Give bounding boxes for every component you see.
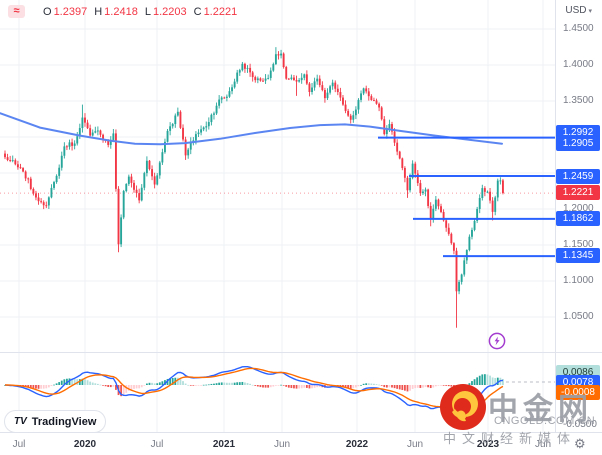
price-label-pill: 1.1345	[556, 247, 600, 263]
time-axis-tick: 2022	[345, 439, 369, 450]
time-axis-tick: 2020	[73, 439, 97, 450]
time-axis-tick: 2021	[212, 439, 236, 450]
price-axis-tick: 1.1500	[563, 239, 594, 250]
price-label-pill: 1.2459	[556, 168, 600, 184]
open-value: 1.2397	[53, 5, 88, 18]
close-value: 1.2221	[203, 5, 238, 18]
close-label: C	[193, 5, 202, 18]
chevron-down-icon: ▾	[588, 8, 592, 15]
low-value: 1.2203	[152, 5, 187, 18]
flash-events-button[interactable]	[488, 332, 506, 350]
time-axis-tick: 2023	[476, 439, 500, 450]
macd-axis-tick: -0.0500	[563, 419, 597, 430]
low-label: L	[144, 5, 151, 18]
ohlc-legend: ≈ O 1.2397 H 1.2418 L 1.2203 C 1.2221	[8, 5, 244, 18]
price-axis-tick: 1.2000	[563, 203, 594, 214]
open-label: O	[43, 5, 52, 18]
lightning-icon	[488, 332, 506, 350]
price-label-pill: 1.2221	[556, 184, 600, 200]
time-axis-tick: Jun	[534, 439, 552, 450]
high-value: 1.2418	[104, 5, 138, 18]
time-axis-tick: Jul	[150, 439, 164, 450]
symbol-logo-icon[interactable]: ≈	[8, 5, 25, 18]
price-axis-tick: 1.4500	[563, 23, 594, 34]
currency-unit-dropdown[interactable]: USD ▾	[565, 5, 592, 16]
price-label-pill: 1.2905	[556, 135, 600, 151]
time-axis-tick: Jun	[406, 439, 424, 450]
price-axis-tick: 1.4000	[563, 59, 594, 70]
price-axis-tick: 1.1000	[563, 275, 594, 286]
price-label-pill: -0.0008	[556, 384, 600, 400]
time-axis-tick: Jul	[12, 439, 26, 450]
price-axis-tick: 1.3500	[563, 95, 594, 106]
price-axis-tick: 1.0500	[563, 311, 594, 322]
price-label-pill: 1.1862	[556, 210, 600, 226]
time-axis-tick: Jun	[273, 439, 291, 450]
gear-icon[interactable]: ⚙	[574, 436, 586, 451]
tradingview-mark-icon: TV	[14, 416, 27, 427]
tradingview-logo-badge[interactable]: TV TradingView	[4, 410, 107, 433]
high-label: H	[94, 5, 103, 18]
tradingview-label: TradingView	[31, 415, 97, 428]
